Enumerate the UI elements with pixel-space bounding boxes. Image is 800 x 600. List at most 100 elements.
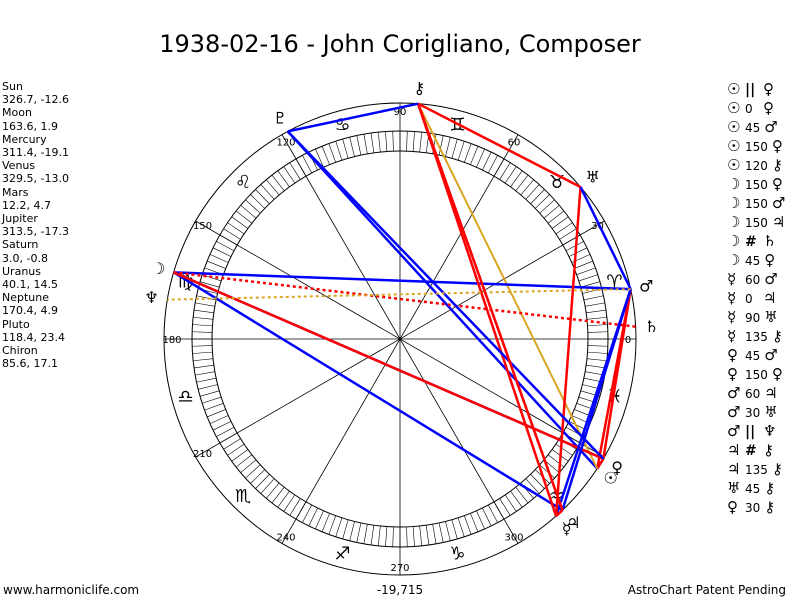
degree-tick [464,515,472,535]
planet-coords: 326.7, -12.6 [2,93,69,107]
aspect-angle: 90 [745,311,761,325]
degree-tick [283,166,296,184]
footer-website[interactable]: www.harmoniclife.com [3,583,140,597]
degree-tick [457,141,465,161]
aspect-planet1-glyph: ♂ [727,403,741,421]
degree-tick [335,141,343,161]
aspect-planet2-glyph: ♀ [771,137,783,155]
aspect-planet1-glyph: ♂ [727,384,741,402]
aspect-planet2-glyph: ♀ [763,80,774,98]
degree-tick [559,228,577,240]
chart-title: 1938-02-16 - John Corigliano, Composer [159,30,641,58]
aspect-planet1-glyph: ☉ [727,80,741,98]
degree-tick [385,526,388,547]
aspect-angle: 135 [745,463,768,477]
degree-tick [392,131,394,152]
aspect-planet2-glyph: ♂ [764,270,778,288]
aspect-planet2-glyph: ♃ [771,213,786,231]
degree-tick [289,498,301,516]
aspect-planet2-glyph: ♄ [763,232,777,250]
degree-tick [543,205,560,219]
aspect-planet2-glyph: ♀ [771,175,783,193]
degree-tick [438,135,444,156]
planet-glyph: ⚷ [413,79,425,98]
aspect-planet2-glyph: ♃ [763,289,777,307]
planet-glyph: ♀ [611,458,623,477]
aspect-angle: 150 [745,140,768,154]
degree-label: 60 [508,138,521,149]
aspect-line [417,102,582,189]
degree-tick [587,331,608,333]
aspect-row: ☉ 0 ♀ [727,99,790,118]
degree-tick [289,162,301,180]
aspect-row: ☿ 90 ♅ [727,308,790,327]
aspect-planet1-glyph: ♀ [727,346,738,364]
aspect-angle: || [745,424,756,440]
degree-tick [266,179,280,196]
degree-tick [392,526,394,547]
degree-tick [520,179,534,196]
degree-label: 0 [625,335,631,346]
aspect-row: ☽ 45 ♀ [727,251,790,270]
degree-tick [328,515,336,535]
zodiac-sign: ♐ [334,543,350,564]
aspect-line [287,102,419,133]
degree-tick [515,174,529,192]
degree-label: 150 [193,221,212,232]
degree-tick [223,228,241,240]
aspect-planet1-glyph: ♅ [727,479,741,497]
degree-tick [504,494,517,512]
aspect-line [286,130,599,470]
degree-tick [578,274,598,282]
degree-label: 240 [276,532,295,543]
aspect-angle: 120 [745,159,768,173]
degree-tick [356,135,362,156]
planet-name: Mars [2,185,29,199]
degree-tick [363,134,368,154]
aspect-planet2-glyph: ♃ [764,384,778,402]
zodiac-sign: ♎ [177,386,193,407]
planet-name: Chiron [2,344,38,358]
footer-patent-note: AstroChart Patent Pending [627,583,786,597]
planet-coords: 313.5, -17.3 [2,225,69,239]
aspect-line [286,130,605,460]
degree-tick [193,358,214,362]
aspect-planet2-glyph: ⚷ [764,498,776,516]
aspect-angle: 150 [745,178,768,192]
degree-label: 210 [193,449,212,460]
degree-tick [587,351,608,354]
planet-coords: 12.2, 4.7 [2,198,51,212]
degree-tick [302,155,313,174]
planet-name: Saturn [2,238,39,252]
degree-tick [586,316,607,320]
degree-tick [482,151,492,171]
aspect-line [416,103,558,517]
degree-tick [196,377,217,383]
aspect-planet2-glyph: ♅ [764,308,778,326]
degree-tick [363,524,368,544]
aspect-angle: 45 [745,254,761,268]
degree-tick [235,454,253,468]
aspect-planet1-glyph: ♃ [727,441,741,459]
degree-tick [315,148,324,168]
aspect-line [416,103,564,511]
aspect-row: ☿ 60 ♂ [727,270,790,289]
aspect-angle: 45 [745,349,761,363]
degree-tick [250,194,265,209]
planet-name: Mercury [2,132,47,146]
degree-tick [227,222,245,235]
degree-tick [476,148,485,168]
degree-tick [587,345,608,347]
degree-tick [223,438,241,450]
planet-coords: 85.6, 17.1 [2,357,58,371]
aspect-line [579,186,632,290]
degree-tick [525,478,540,494]
degree-tick [499,162,511,180]
degree-tick [499,498,511,516]
aspect-planet1-glyph: ☽ [727,213,741,231]
degree-tick [555,443,573,456]
aspect-line [167,288,631,301]
degree-tick [266,482,280,499]
planet-glyph: ♂ [639,277,653,296]
aspect-angle: 60 [745,387,761,401]
